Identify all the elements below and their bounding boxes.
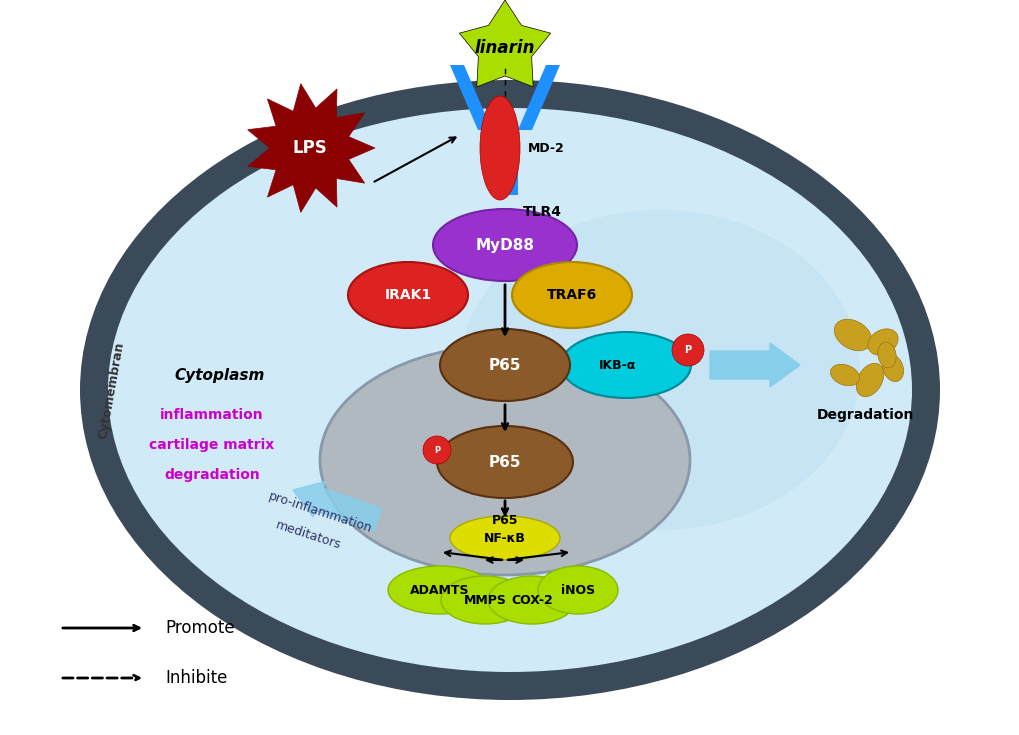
- Text: degradation: degradation: [164, 468, 260, 482]
- Polygon shape: [449, 65, 491, 130]
- Ellipse shape: [512, 262, 632, 328]
- Text: P65: P65: [488, 454, 521, 470]
- Circle shape: [672, 334, 703, 366]
- Text: MyD88: MyD88: [475, 237, 534, 253]
- Polygon shape: [491, 130, 518, 195]
- Ellipse shape: [560, 332, 690, 398]
- Polygon shape: [248, 84, 375, 212]
- Ellipse shape: [108, 108, 911, 672]
- Text: P65: P65: [491, 514, 518, 526]
- FancyArrow shape: [709, 343, 799, 387]
- Text: Cytoplasm: Cytoplasm: [174, 368, 265, 382]
- Ellipse shape: [433, 209, 577, 281]
- Ellipse shape: [460, 210, 859, 530]
- FancyArrow shape: [292, 481, 382, 531]
- Ellipse shape: [79, 80, 940, 700]
- Text: linarin: linarin: [474, 39, 535, 57]
- Text: P: P: [684, 345, 691, 355]
- Text: COX-2: COX-2: [511, 593, 552, 606]
- Text: meditators: meditators: [273, 518, 342, 552]
- Text: NF-κB: NF-κB: [484, 531, 526, 545]
- Text: TRAF6: TRAF6: [546, 288, 596, 302]
- Text: Inhibite: Inhibite: [165, 669, 227, 687]
- Ellipse shape: [829, 365, 859, 386]
- Ellipse shape: [320, 345, 689, 575]
- Ellipse shape: [487, 576, 576, 624]
- Text: pro-inflammation: pro-inflammation: [266, 490, 373, 536]
- Text: Degradation: Degradation: [815, 408, 913, 422]
- Ellipse shape: [387, 566, 491, 614]
- Text: TLR4: TLR4: [523, 205, 561, 219]
- Text: LPS: LPS: [292, 139, 327, 157]
- Ellipse shape: [537, 566, 618, 614]
- Ellipse shape: [440, 576, 529, 624]
- Ellipse shape: [436, 426, 573, 498]
- Text: IRAK1: IRAK1: [384, 288, 431, 302]
- Text: inflammation: inflammation: [160, 408, 264, 422]
- Text: P65: P65: [488, 357, 521, 373]
- Text: MMPS: MMPS: [463, 593, 506, 606]
- Text: Cytomembran: Cytomembran: [97, 340, 126, 440]
- Text: iNOS: iNOS: [560, 584, 594, 597]
- Text: ADAMTS: ADAMTS: [410, 584, 470, 597]
- Ellipse shape: [834, 319, 871, 351]
- Text: MD-2: MD-2: [528, 142, 565, 154]
- Text: cartilage matrix: cartilage matrix: [149, 438, 274, 452]
- Polygon shape: [518, 65, 559, 130]
- Circle shape: [423, 436, 450, 464]
- Text: Promote: Promote: [165, 619, 234, 637]
- Ellipse shape: [877, 342, 896, 368]
- Ellipse shape: [439, 329, 570, 401]
- Text: P: P: [433, 445, 439, 454]
- Ellipse shape: [347, 262, 468, 328]
- Ellipse shape: [867, 329, 897, 355]
- Ellipse shape: [881, 354, 903, 381]
- Text: IKB-α: IKB-α: [599, 359, 636, 371]
- Polygon shape: [459, 0, 550, 87]
- Ellipse shape: [449, 516, 559, 560]
- Ellipse shape: [480, 96, 520, 200]
- Ellipse shape: [855, 363, 882, 397]
